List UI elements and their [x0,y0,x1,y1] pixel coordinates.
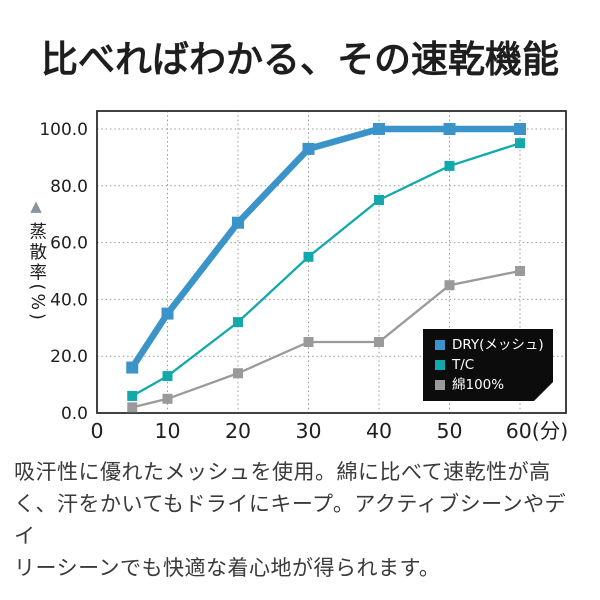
description-text: 吸汗性に優れたメッシュを使用。綿に比べて速乾性が高 く、汗をかいてもドライにキー… [14,460,567,580]
legend-item-dry-mesh: DRY(メッシュ) [435,337,553,353]
svg-text:40.0: 40.0 [50,290,88,310]
chart-legend: DRY(メッシュ) T/C 綿100% [423,329,553,401]
svg-text:80.0: 80.0 [50,177,88,197]
legend-label-tc: T/C [452,357,475,373]
svg-text:50: 50 [436,419,462,443]
legend-swatch-dry-mesh [435,340,445,350]
svg-text:0.0: 0.0 [61,404,88,424]
svg-text:10: 10 [154,419,180,443]
page-title: 比べればわかる、その速乾機能 [41,38,559,81]
legend-swatch-tc [435,360,445,370]
legend-item-cotton100: 綿100% [435,377,553,393]
svg-text:20.0: 20.0 [50,347,88,367]
page: 比べればわかる、その速乾機能 ▲ 蒸散率(%) 0.0 20.0 40.0 60.0 8… [0,38,600,600]
y-axis-label: 蒸散率(%) [26,222,47,323]
svg-text:100.0: 100.0 [39,120,88,140]
svg-text:0: 0 [90,419,103,443]
svg-text:60(分): 60(分) [506,419,569,443]
evaporation-rate-chart: ▲ 蒸散率(%) 0.0 20.0 40.0 60.0 80.0 100.0 0 10 20 30… [0,105,600,450]
svg-text:60.0: 60.0 [50,234,88,254]
legend-label-cotton100: 綿100% [452,377,505,393]
y-axis-title: ▲ 蒸散率(%) [20,199,52,323]
line-chart-plot: 0.0 20.0 40.0 60.0 80.0 100.0 0 10 20 30 40 50 60(分) [39,110,569,443]
legend-swatch-cotton100 [435,380,445,390]
svg-text:30: 30 [295,419,321,443]
svg-text:20: 20 [225,419,251,443]
triangle-up-icon: ▲ [30,197,42,215]
legend-item-tc: T/C [435,357,553,373]
legend-label-dry-mesh: DRY(メッシュ) [452,337,544,353]
svg-text:40: 40 [366,419,392,443]
